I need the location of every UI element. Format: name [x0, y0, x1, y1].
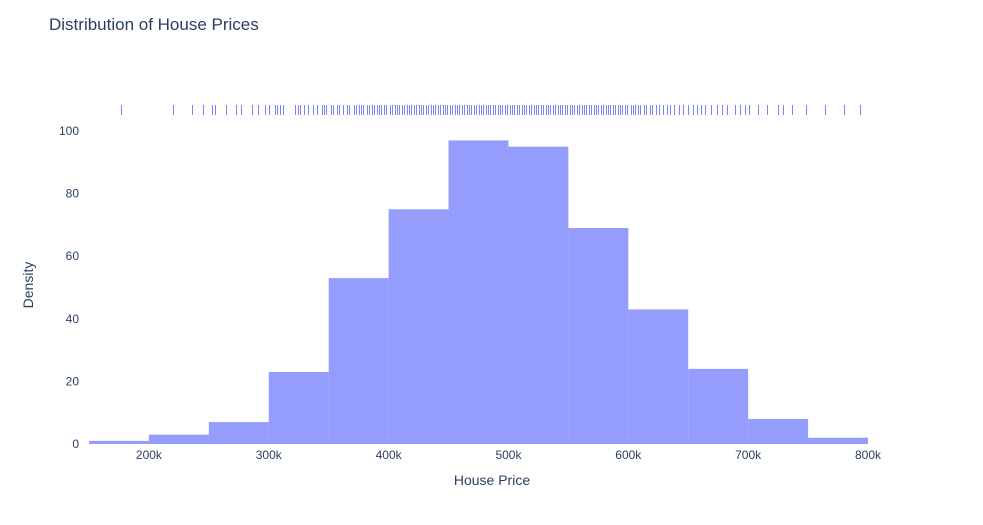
histogram-bar	[508, 146, 569, 444]
y-tick-label: 40	[66, 312, 80, 326]
histogram-bar	[89, 440, 149, 444]
y-axis-ticks: 0 20 40 60 80 100	[59, 124, 79, 451]
histogram-bar	[628, 309, 689, 444]
x-axis-title: House Price	[454, 472, 530, 488]
histogram-bar	[568, 228, 629, 444]
histogram-bar	[328, 278, 389, 444]
histogram-bar	[148, 434, 209, 444]
y-tick-label: 100	[59, 124, 79, 138]
histogram-bar	[448, 140, 509, 444]
histogram-bar	[808, 437, 868, 444]
y-tick-label: 20	[66, 374, 80, 388]
y-tick-label: 60	[66, 249, 80, 263]
x-tick-label: 800k	[855, 448, 882, 462]
x-tick-label: 600k	[615, 448, 642, 462]
y-tick-label: 80	[66, 187, 80, 201]
x-tick-label: 700k	[735, 448, 762, 462]
x-tick-label: 200k	[136, 448, 163, 462]
y-tick-label: 0	[72, 437, 79, 451]
histogram-bar	[688, 368, 749, 444]
x-tick-label: 300k	[256, 448, 283, 462]
x-axis-ticks: 200k 300k 400k 500k 600k 700k 800k	[136, 448, 882, 462]
x-tick-label: 400k	[376, 448, 403, 462]
histogram-bars	[89, 140, 868, 444]
histogram-bar	[388, 209, 449, 444]
x-tick-label: 500k	[495, 448, 522, 462]
histogram-bar	[268, 372, 329, 444]
histogram-bar	[748, 418, 809, 444]
histogram-bar	[208, 422, 269, 444]
y-axis-title: Density	[20, 262, 36, 309]
rug-plot	[121, 105, 861, 115]
chart-title: Distribution of House Prices	[49, 15, 259, 34]
